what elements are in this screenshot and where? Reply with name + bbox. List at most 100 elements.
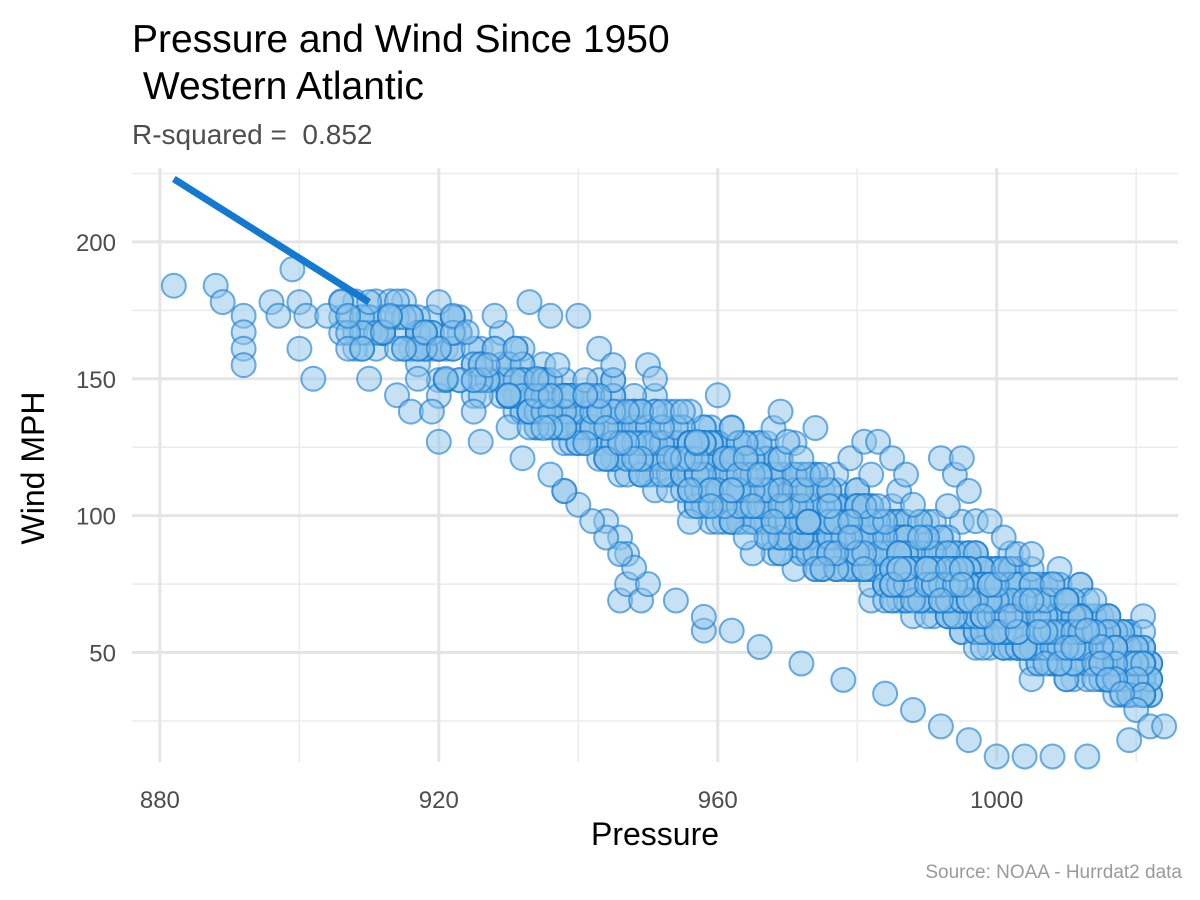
scatter-point [1025,619,1052,645]
chart-title-line-1: Pressure and Wind Since 1950 [132,18,670,61]
scatter-point [1011,743,1038,770]
scatter-point [983,743,1010,770]
scatter-point [767,477,794,504]
scatter-point [439,302,466,329]
scatter-point [788,650,815,677]
scatter-point [948,571,975,598]
scatter-point [509,445,536,472]
scatter-point [676,477,703,504]
scatter-point [572,430,599,457]
scatter-point [1060,634,1087,661]
scatter-point [990,524,1017,551]
scatter-point [718,477,745,504]
scatter-point [837,524,864,551]
scatter-point [391,335,417,362]
y-tick-label: 200 [76,230,116,257]
scatter-point [900,697,926,723]
scatter-point [495,382,522,409]
scatter-point [1074,617,1101,644]
scatter-point [300,365,327,392]
scatter-point [927,587,954,614]
scatter-point [760,508,787,535]
scatter-point [1074,743,1101,770]
tick-layer: 880 920 960 1000 50 100 150 200 [76,230,1023,814]
scatter-point [802,415,829,441]
scatter-point [523,365,550,392]
y-axis-label: Wind MPH [15,392,51,545]
scatter-point [537,461,564,488]
y-tick-label: 150 [76,367,116,394]
scatter-point [537,302,564,329]
scatter-point [209,289,236,316]
scatter-point [502,335,529,362]
scatter-point [732,445,759,472]
x-tick-label: 880 [140,787,180,814]
scatter-point [690,603,717,630]
scatter-point [600,352,627,379]
scatter-point [425,428,452,455]
scatter-point [1109,680,1136,707]
scatter-point [384,382,410,409]
scatter-point [865,428,892,455]
scatter-point [858,461,885,488]
scatter-point [907,524,933,551]
scatter-point [1018,541,1045,567]
scatter-point [1039,743,1066,770]
scatter-point [335,302,362,329]
scatter-point [809,461,836,488]
scatter-point [474,352,501,379]
y-tick-label: 50 [89,641,116,668]
scatter-point [662,587,689,614]
x-axis-label: Pressure [591,816,719,852]
scatter-point [425,335,452,362]
scatter-point [851,556,878,582]
scatter-point [1039,571,1066,598]
scatter-point [704,382,731,409]
scatter-point [655,445,682,472]
scatter-point [460,398,487,425]
scatter-point [927,713,954,740]
scatter-point [516,289,543,316]
x-tick-label: 960 [698,787,738,814]
scatter-point [160,272,187,299]
scatter-point [746,461,773,488]
scatter-point [746,634,773,660]
scatter-point [976,508,1003,535]
scatter-point [356,365,383,392]
scatter-point [418,398,445,425]
scatter-point [349,335,376,362]
scatter-point [879,445,906,472]
scatter-point [530,415,557,441]
scatter-point [718,415,745,441]
scatter-point [230,352,257,379]
scatter-point [481,302,508,329]
scatter-point [795,508,822,535]
scatter-point [893,461,919,488]
y-tick-label: 100 [76,504,116,531]
scatter-point [739,493,766,520]
scatter-point [900,491,926,518]
scatter-point [1018,587,1045,614]
scatter-point [467,428,494,455]
scatter-point [788,445,815,472]
scatter-point [404,365,431,392]
scatter-point [669,398,696,425]
scatter-point [593,524,620,551]
scatter-point [948,445,975,472]
scatter-point [572,382,599,409]
points-layer [160,256,1178,770]
scatter-point [934,493,961,520]
chart-subtitle: R-squared = 0.852 [132,119,373,150]
scatter-point [1123,697,1150,723]
scatter-point [872,680,899,707]
regression-line [171,175,371,306]
scatter-point [265,302,292,329]
scatter-point [286,335,313,362]
source-caption: Source: NOAA - Hurrdat2 data [925,862,1182,883]
scatter-point [642,365,668,392]
scatter-point [837,445,864,472]
scatter-point [886,556,913,582]
scatter-point [432,365,459,392]
